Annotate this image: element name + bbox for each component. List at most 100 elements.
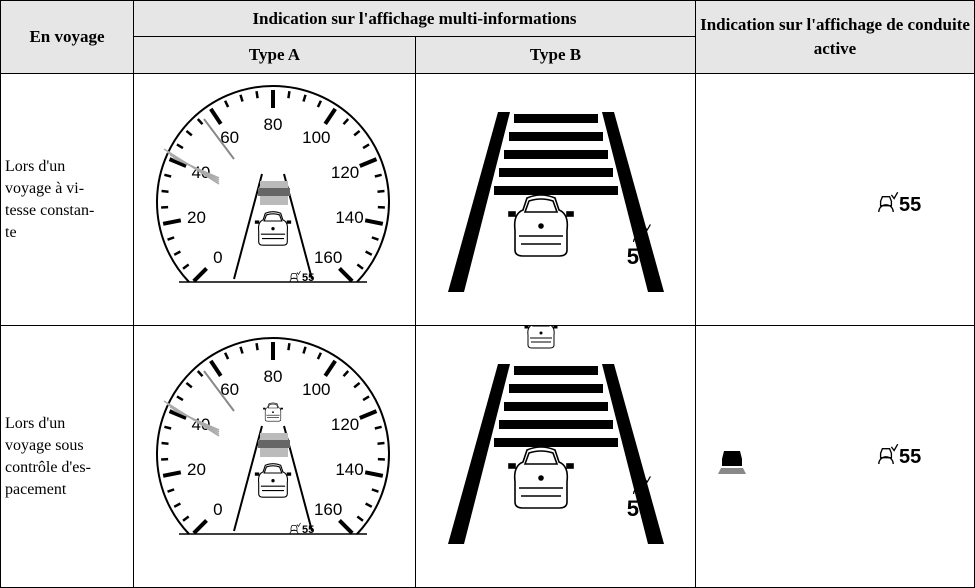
icon-arc: [878, 456, 894, 465]
active-display-illustration: 55: [718, 443, 921, 474]
gauge-tick: [239, 346, 244, 354]
gauge-tick: [192, 519, 208, 535]
gauge-tick: [192, 267, 208, 283]
road-shape: [718, 468, 746, 474]
cell: 02040608010012014016055: [133, 73, 416, 326]
car-bumper: [519, 235, 563, 245]
label-line: voyage sous: [5, 436, 84, 454]
gauge-tick: [176, 143, 184, 150]
gauge-tick: [255, 91, 259, 99]
gauge-tick: [374, 173, 382, 178]
gauge-tick: [167, 236, 175, 241]
car-icon: [254, 211, 292, 246]
radar-cruise-icon: [289, 270, 301, 283]
speed-trail: [172, 157, 220, 179]
radar-cruise-icon: [633, 476, 651, 495]
icon-check: [644, 224, 651, 232]
gauge-tick: [364, 218, 384, 226]
car-mirror: [263, 407, 266, 410]
icon-check: [890, 443, 899, 452]
header-text: Indication sur l'affichage de conduite a…: [700, 15, 970, 58]
radar-cruise-icon: [878, 443, 899, 465]
gauge-tick: [255, 343, 259, 351]
gauge-tick: [168, 157, 187, 168]
cell: 55: [695, 325, 975, 588]
icon-arc: [633, 235, 647, 243]
gauge-label: 120: [331, 415, 359, 434]
gauge-tick: [356, 515, 364, 522]
gauge-label: 60: [220, 128, 239, 147]
gauge-tick: [168, 409, 187, 420]
radar-cruise-icon: [878, 191, 899, 213]
set-speed: 55: [899, 446, 921, 468]
icon-check: [296, 270, 301, 276]
icon-car: [290, 525, 298, 531]
car-shape: [722, 451, 742, 466]
gauge-label: 160: [314, 248, 342, 267]
car-mirror: [553, 326, 558, 329]
car-badge: [538, 475, 544, 481]
lane-left: [448, 112, 510, 292]
header-cell: En voyage: [0, 0, 134, 74]
speed-trail: [203, 118, 235, 160]
gauge-tick: [196, 118, 204, 126]
label-line: Lors d'un: [5, 414, 66, 432]
lane-right: [602, 112, 664, 292]
header-text: Type A: [248, 45, 301, 64]
distance-bar: [494, 438, 618, 447]
gauge-tick: [182, 263, 190, 270]
distance-bar: [504, 150, 608, 159]
cell: 55: [415, 325, 696, 588]
row-label: Lors d'un voyage sous contrôle d'es-paceme…: [0, 325, 134, 588]
gauge-tick: [338, 267, 354, 283]
distance-bar: [494, 186, 618, 195]
gauge-tick: [239, 94, 244, 102]
cell: 55: [415, 73, 696, 326]
distance-bar: [509, 132, 603, 141]
icon-car: [879, 448, 893, 459]
gauge-rim: [156, 337, 390, 535]
car-window: [263, 213, 283, 222]
car-mirror: [254, 472, 260, 476]
header-cell: Indication sur l'affichage multi-informa…: [133, 0, 696, 37]
car-window: [523, 450, 559, 465]
road-illustration: 55: [448, 326, 664, 544]
car-bumper: [519, 487, 563, 497]
gauge-tick: [374, 425, 382, 430]
car-icon: [508, 446, 574, 509]
radar-cruise-icon: [289, 522, 301, 535]
gauge-label: 120: [331, 163, 359, 182]
gauge-label: 140: [335, 208, 363, 227]
speed-trail: [203, 370, 235, 412]
lead-car-icon: [718, 451, 746, 474]
car-bumper: [266, 414, 280, 418]
set-speed: 55: [302, 272, 314, 284]
gauge-label: 160: [314, 500, 342, 519]
car-mirror: [286, 220, 292, 224]
icon-car: [634, 479, 646, 490]
icon-check: [644, 476, 651, 484]
distance-bar: [258, 188, 290, 196]
header-text: Indication sur l'affichage multi-informa…: [252, 8, 577, 28]
gauge-tick: [302, 346, 307, 354]
car-badge: [271, 227, 275, 231]
label-line: contrôle d'es-: [5, 458, 91, 476]
car-icon: [524, 326, 558, 349]
lane-right: [602, 364, 664, 544]
icon-car: [290, 273, 298, 279]
gauge-tick: [359, 157, 378, 168]
gauge-tick: [223, 352, 230, 360]
distance-bar: [504, 402, 608, 411]
car-badge: [271, 479, 275, 483]
gauge-tick: [323, 359, 337, 377]
cell: 02040608010012014016055: [133, 325, 416, 588]
icon-arc: [633, 487, 647, 495]
icon-arc: [289, 529, 299, 535]
set-speed: 55: [627, 496, 651, 521]
gauge-tick: [161, 441, 169, 445]
gauge-tick: [302, 94, 307, 102]
lane-line: [233, 425, 263, 532]
icon-arc: [878, 204, 894, 213]
icon-car: [879, 196, 893, 207]
